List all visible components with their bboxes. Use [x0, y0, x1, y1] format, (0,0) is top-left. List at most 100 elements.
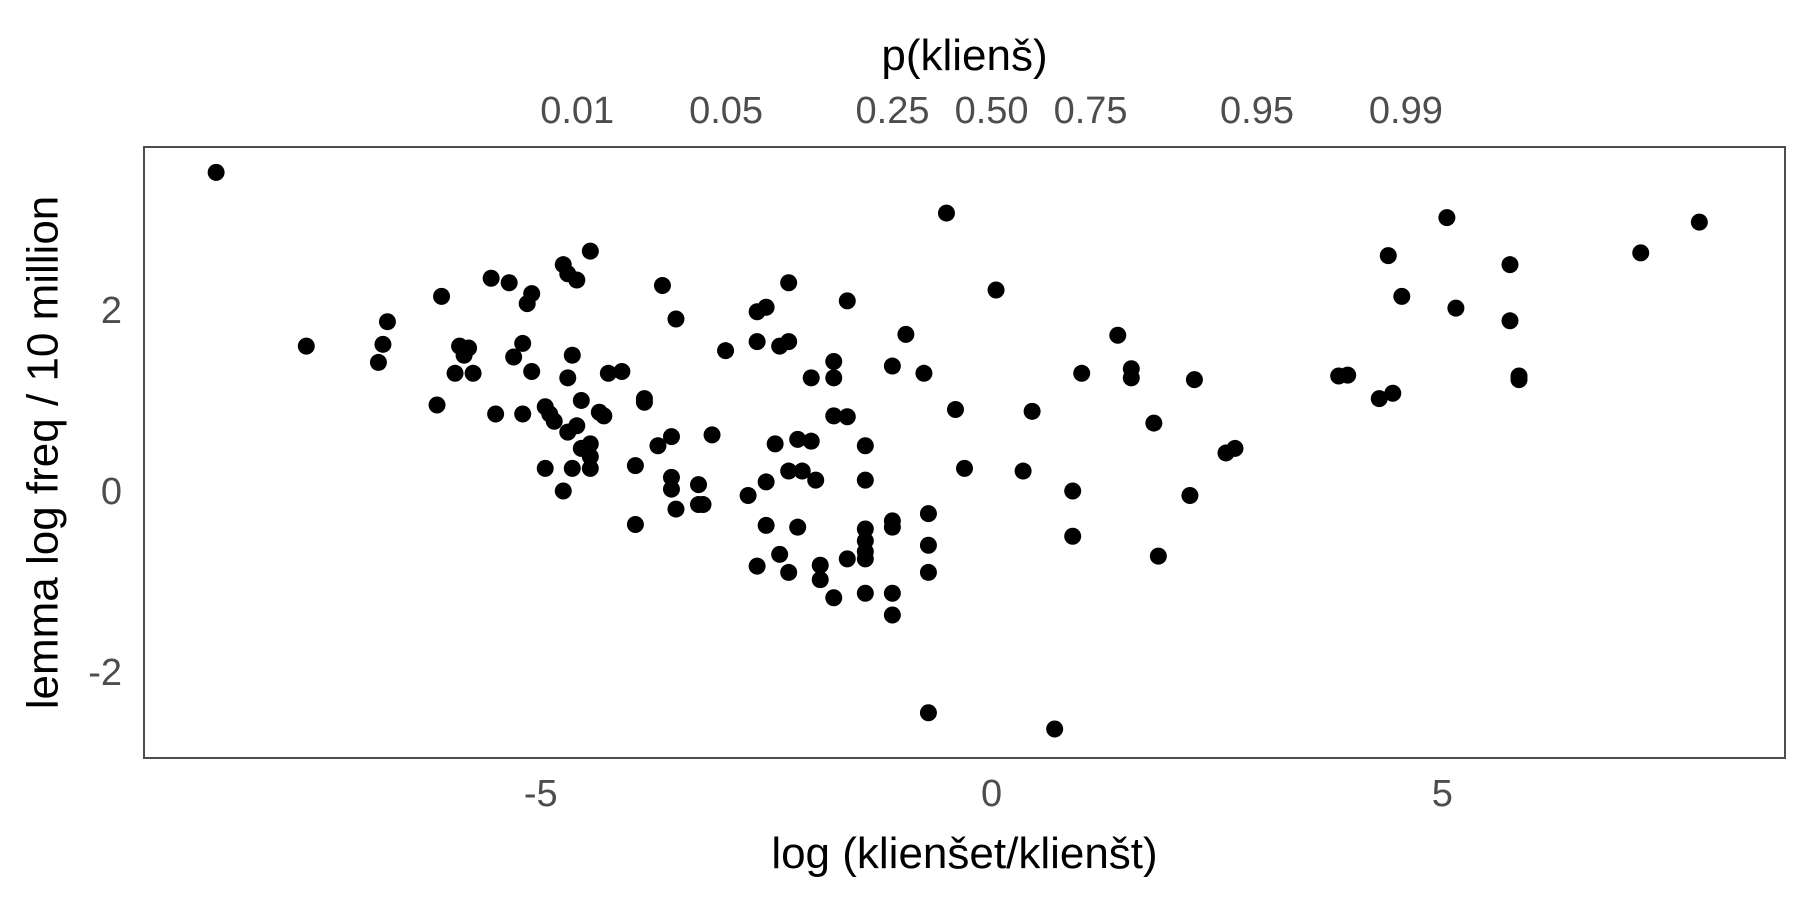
y-tick-label: -2 — [88, 652, 122, 694]
data-point — [856, 437, 874, 455]
data-point — [523, 362, 541, 380]
data-point — [595, 407, 613, 425]
secondary-x-tick-label: 0.50 — [955, 90, 1029, 132]
data-point — [613, 362, 631, 380]
data-point — [568, 271, 586, 289]
secondary-x-tick-label: 0.25 — [856, 90, 930, 132]
data-point — [703, 426, 721, 444]
data-point — [581, 459, 599, 477]
data-point — [987, 281, 1005, 299]
data-point — [667, 500, 685, 518]
secondary-x-tick-label: 0.05 — [689, 90, 763, 132]
data-point — [757, 473, 775, 491]
data-point — [1339, 366, 1357, 384]
data-point — [766, 435, 784, 453]
data-point — [446, 364, 464, 382]
data-point — [1181, 486, 1199, 504]
data-point — [514, 405, 532, 423]
data-point — [505, 348, 523, 366]
data-point — [802, 432, 820, 450]
data-point — [374, 335, 392, 353]
data-point — [915, 364, 933, 382]
data-point — [464, 364, 482, 382]
data-point — [500, 274, 518, 292]
data-point — [369, 353, 387, 371]
x-tick-label: 0 — [981, 773, 1002, 815]
data-point — [802, 369, 820, 387]
data-point — [811, 571, 829, 589]
data-point — [825, 353, 843, 371]
data-point — [919, 505, 937, 523]
data-point — [919, 563, 937, 581]
data-point — [1046, 720, 1064, 738]
secondary-x-tick-label: 0.95 — [1220, 90, 1294, 132]
data-point — [789, 518, 807, 536]
data-point — [1149, 547, 1167, 565]
data-point — [667, 310, 685, 328]
data-point — [572, 391, 590, 409]
data-point — [690, 476, 708, 494]
data-point — [838, 292, 856, 310]
data-point — [428, 396, 446, 414]
data-point — [694, 496, 712, 514]
data-point — [825, 407, 843, 425]
data-point — [856, 520, 874, 538]
x-axis-ticks: -5 0 5 — [524, 773, 1453, 815]
data-point — [825, 369, 843, 387]
data-point — [460, 339, 478, 357]
secondary-x-tick-label: 0.75 — [1054, 90, 1128, 132]
data-point — [1122, 360, 1140, 378]
data-point — [780, 333, 798, 351]
data-point — [937, 204, 955, 222]
data-point — [883, 606, 901, 624]
panel-border — [143, 146, 1786, 759]
data-point — [487, 405, 505, 423]
data-point — [1109, 326, 1127, 344]
data-point — [883, 584, 901, 602]
data-point — [807, 471, 825, 489]
secondary-x-axis-title: p(klienš) — [881, 31, 1047, 80]
data-point — [568, 417, 586, 435]
x-tick-label: 5 — [1432, 773, 1453, 815]
data-point — [581, 435, 599, 453]
x-tick-label: -5 — [524, 773, 558, 815]
data-point — [563, 459, 581, 477]
data-point — [897, 325, 915, 343]
data-point — [482, 269, 500, 287]
data-point — [1501, 312, 1519, 330]
data-point — [662, 468, 680, 486]
data-point — [1501, 256, 1519, 274]
data-point — [771, 545, 789, 563]
data-point — [581, 242, 599, 260]
data-point — [536, 459, 554, 477]
y-tick-label: 2 — [101, 290, 122, 332]
data-point — [523, 285, 541, 303]
data-point — [662, 480, 680, 498]
data-point — [838, 408, 856, 426]
data-point — [1073, 364, 1091, 382]
data-point — [1185, 371, 1203, 389]
data-point — [207, 163, 225, 181]
data-point — [1632, 244, 1650, 262]
data-point — [811, 556, 829, 574]
data-point — [883, 357, 901, 375]
data-point — [717, 342, 735, 360]
data-point — [856, 584, 874, 602]
data-point — [514, 334, 532, 352]
data-point — [856, 550, 874, 568]
data-point — [1510, 371, 1528, 389]
data-point — [919, 704, 937, 722]
data-point — [378, 313, 396, 331]
data-point — [838, 550, 856, 568]
data-point — [1014, 462, 1032, 480]
y-axis-title: lemma log freq / 10 million — [19, 196, 68, 710]
data-point — [554, 482, 572, 500]
data-point — [433, 287, 451, 305]
data-point — [793, 462, 811, 480]
data-point — [1023, 402, 1041, 420]
data-point — [1393, 287, 1411, 305]
data-point — [1438, 209, 1456, 227]
data-point — [748, 557, 766, 575]
data-point — [1145, 414, 1163, 432]
data-point — [626, 515, 644, 533]
